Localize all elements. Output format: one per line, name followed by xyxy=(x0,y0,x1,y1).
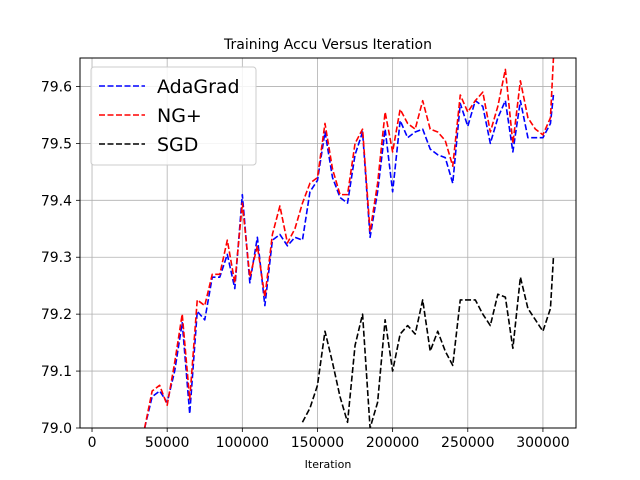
series-line-adagrad xyxy=(143,94,555,428)
chart-title: Training Accu Versus Iteration xyxy=(223,37,432,53)
legend-label: SGD xyxy=(157,134,198,156)
y-tick-label: 79.1 xyxy=(41,364,72,380)
legend-label: NG+ xyxy=(157,105,202,127)
y-tick-label: 79.4 xyxy=(41,193,72,209)
y-tick-label: 79.5 xyxy=(41,136,72,152)
legend-box xyxy=(90,66,257,166)
legend: AdaGrad NG+ SGD xyxy=(90,66,257,166)
x-tick-label: 100000 xyxy=(216,435,269,451)
y-tick-label: 79.0 xyxy=(41,421,72,437)
x-tick-label: 150000 xyxy=(291,435,344,451)
axis-ticks: 0 50000 100000 150000 200000 250000 300000 79.0… xyxy=(41,79,570,451)
x-axis-label: Iteration xyxy=(305,458,352,471)
y-tick-label: 79.6 xyxy=(41,79,72,95)
x-tick-label: 0 xyxy=(88,435,97,451)
x-tick-label: 250000 xyxy=(441,435,494,451)
x-tick-label: 300000 xyxy=(516,435,569,451)
y-tick-label: 79.3 xyxy=(41,250,72,266)
plot-frame xyxy=(79,57,577,429)
series-line-sgd xyxy=(301,257,555,428)
y-tick-label: 79.2 xyxy=(41,307,72,323)
legend-label: AdaGrad xyxy=(157,76,240,98)
series-lines xyxy=(143,58,555,428)
series-line-ng xyxy=(143,58,555,428)
x-tick-label: 50000 xyxy=(145,435,190,451)
x-tick-label: 200000 xyxy=(366,435,419,451)
